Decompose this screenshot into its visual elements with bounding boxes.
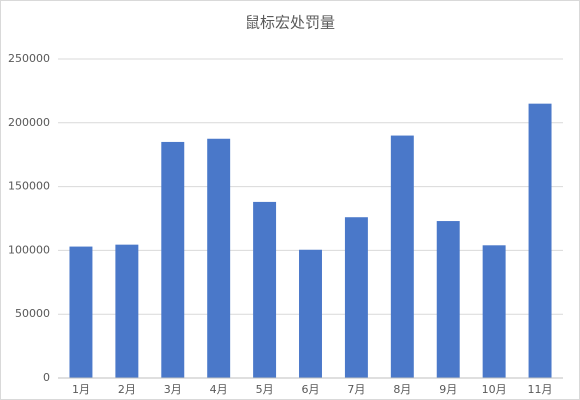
x-tick-label: 10月 bbox=[482, 383, 507, 396]
x-tick-label: 3月 bbox=[164, 383, 182, 396]
x-tick-label: 4月 bbox=[210, 383, 228, 396]
y-tick-label: 150000 bbox=[8, 180, 50, 193]
bar bbox=[69, 246, 93, 378]
x-tick-label: 8月 bbox=[393, 383, 411, 396]
bar bbox=[344, 217, 368, 378]
y-tick-label: 200000 bbox=[8, 116, 50, 129]
y-tick-label: 50000 bbox=[15, 307, 50, 320]
y-tick-label: 0 bbox=[43, 371, 50, 384]
bar bbox=[482, 245, 506, 378]
bar bbox=[528, 103, 552, 378]
bar bbox=[436, 221, 460, 378]
bar bbox=[253, 201, 277, 378]
x-tick-label: 1月 bbox=[72, 383, 90, 396]
y-tick-label: 100000 bbox=[8, 243, 50, 256]
bar bbox=[115, 244, 139, 378]
bar bbox=[299, 249, 322, 378]
chart-title: 鼠标宏处罚量 bbox=[245, 14, 335, 32]
x-tick-label: 7月 bbox=[347, 383, 365, 396]
x-tick-label: 5月 bbox=[256, 383, 274, 396]
x-tick-label: 2月 bbox=[118, 383, 136, 396]
bar bbox=[390, 135, 414, 378]
bar bbox=[207, 138, 231, 378]
bar bbox=[161, 141, 185, 378]
x-tick-label: 6月 bbox=[302, 383, 320, 396]
x-tick-label: 9月 bbox=[439, 383, 457, 396]
x-tick-label: 11月 bbox=[528, 383, 553, 396]
y-tick-label: 250000 bbox=[8, 52, 50, 65]
